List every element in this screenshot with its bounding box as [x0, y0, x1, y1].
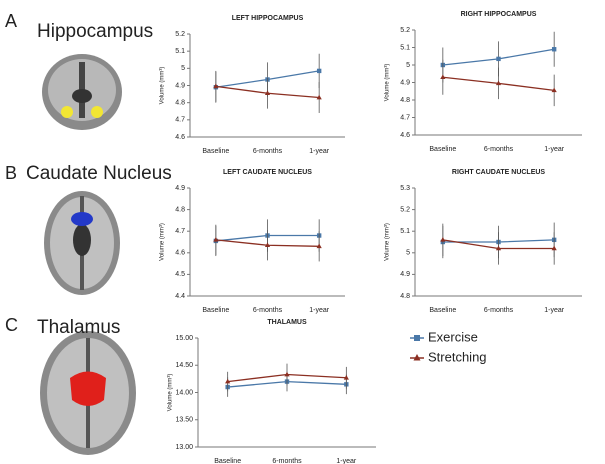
- x-tick-label: 6-months: [484, 146, 514, 153]
- panel-letter: C: [5, 315, 18, 335]
- chart: LEFT HIPPOCAMPUS Volume (mm³) 4.6 4.7 4.8 4.9…: [160, 15, 345, 155]
- axial-brain-caudate: [44, 191, 120, 295]
- legend-label: Stretching: [428, 349, 487, 364]
- panel-title: Caudate Nucleus: [26, 163, 172, 184]
- y-axis-label: Volume (mm³): [385, 64, 391, 102]
- point: [440, 237, 445, 242]
- chart-title: RIGHT HIPPOCAMPUS: [461, 11, 537, 18]
- y-tick-label: 4.6: [175, 250, 185, 257]
- x-tick-label: Baseline: [214, 458, 241, 464]
- y-tick-label: 4.8: [400, 97, 410, 104]
- y-tick-label: 5: [181, 65, 185, 72]
- chart: LEFT CAUDATE NUCLEUS Volume (mm³) 4.4 4.5 4.…: [160, 169, 345, 314]
- legend-label: Exercise: [428, 329, 478, 344]
- coronal-brain: [42, 54, 122, 130]
- point: [440, 74, 445, 79]
- y-tick-label: 14.00: [175, 389, 193, 396]
- panel-title: Hippocampus: [37, 21, 153, 42]
- y-tick-label: 5.2: [400, 206, 410, 213]
- y-axis-label: Volume (mm³): [385, 223, 391, 261]
- chart-title: LEFT CAUDATE NUCLEUS: [223, 169, 312, 176]
- chart: THALAMUS Volume (mm³) 13.00 13.50 14.00 14.50…: [168, 319, 376, 464]
- y-tick-label: 4.6: [400, 132, 410, 139]
- y-tick-label: 4.8: [400, 293, 410, 300]
- figure: Exercise Stretching A Hippocampus B Caudate …: [0, 0, 605, 464]
- y-tick-label: 4.8: [175, 206, 185, 213]
- x-tick-label: 1-year: [309, 148, 330, 155]
- y-tick-label: 5.1: [400, 44, 410, 51]
- x-tick-label: 1-year: [309, 307, 330, 314]
- y-tick-label: 4.7: [400, 114, 410, 121]
- x-tick-label: 1-year: [336, 458, 357, 464]
- chart: RIGHT CAUDATE NUCLEUS Volume (mm³) 4.8 4.9 5…: [385, 169, 582, 314]
- chart-title: LEFT HIPPOCAMPUS: [232, 15, 304, 22]
- y-tick-label: 5.1: [175, 48, 185, 55]
- y-tick-label: 4.9: [175, 82, 185, 89]
- point: [317, 69, 321, 73]
- y-tick-label: 5: [406, 62, 410, 69]
- y-axis-label: Volume (mm³): [168, 374, 174, 412]
- legend: Exercise Stretching: [410, 329, 487, 364]
- y-axis-label: Volume (mm³): [160, 223, 166, 261]
- y-tick-label: 4.9: [400, 79, 410, 86]
- x-tick-label: 6-months: [253, 148, 283, 155]
- y-tick-label: 4.8: [175, 100, 185, 107]
- y-axis-label: Volume (mm³): [160, 67, 166, 105]
- point: [496, 57, 500, 61]
- legend-marker: [414, 335, 420, 341]
- x-tick-label: Baseline: [202, 148, 229, 155]
- chart-title: THALAMUS: [267, 319, 307, 326]
- chart-title: RIGHT CAUDATE NUCLEUS: [452, 169, 546, 176]
- y-tick-label: 4.6: [175, 134, 185, 141]
- brain-images: [40, 54, 136, 455]
- y-tick-label: 4.5: [175, 271, 185, 278]
- point: [552, 47, 556, 51]
- axial-brain-thalamus: [40, 331, 136, 455]
- y-tick-label: 13.50: [175, 417, 193, 424]
- panel-letter: A: [5, 11, 17, 31]
- chart: RIGHT HIPPOCAMPUS Volume (mm³) 4.6 4.7 4.8 4.…: [385, 11, 582, 153]
- y-tick-label: 4.7: [175, 117, 185, 124]
- y-tick-label: 5.3: [400, 185, 410, 192]
- panel-title: Thalamus: [37, 317, 120, 338]
- x-tick-label: Baseline: [429, 146, 456, 153]
- x-tick-label: 1-year: [544, 146, 565, 153]
- y-tick-label: 4.7: [175, 228, 185, 235]
- y-tick-label: 5.2: [400, 27, 410, 34]
- x-tick-label: 6-months: [484, 307, 514, 314]
- x-tick-label: 6-months: [253, 307, 283, 314]
- y-tick-label: 13.00: [175, 444, 193, 451]
- y-tick-label: 15.00: [175, 335, 193, 342]
- x-tick-label: 6-months: [272, 458, 302, 464]
- y-tick-label: 4.4: [175, 293, 185, 300]
- y-tick-label: 14.50: [175, 362, 193, 369]
- y-tick-label: 4.9: [175, 185, 185, 192]
- y-tick-label: 5: [406, 250, 410, 257]
- x-tick-label: Baseline: [429, 307, 456, 314]
- y-tick-label: 5.2: [175, 31, 185, 38]
- x-tick-label: Baseline: [202, 307, 229, 314]
- y-tick-label: 5.1: [400, 228, 410, 235]
- x-tick-label: 1-year: [544, 307, 565, 314]
- y-tick-label: 4.9: [400, 271, 410, 278]
- panel-letter: B: [5, 163, 17, 183]
